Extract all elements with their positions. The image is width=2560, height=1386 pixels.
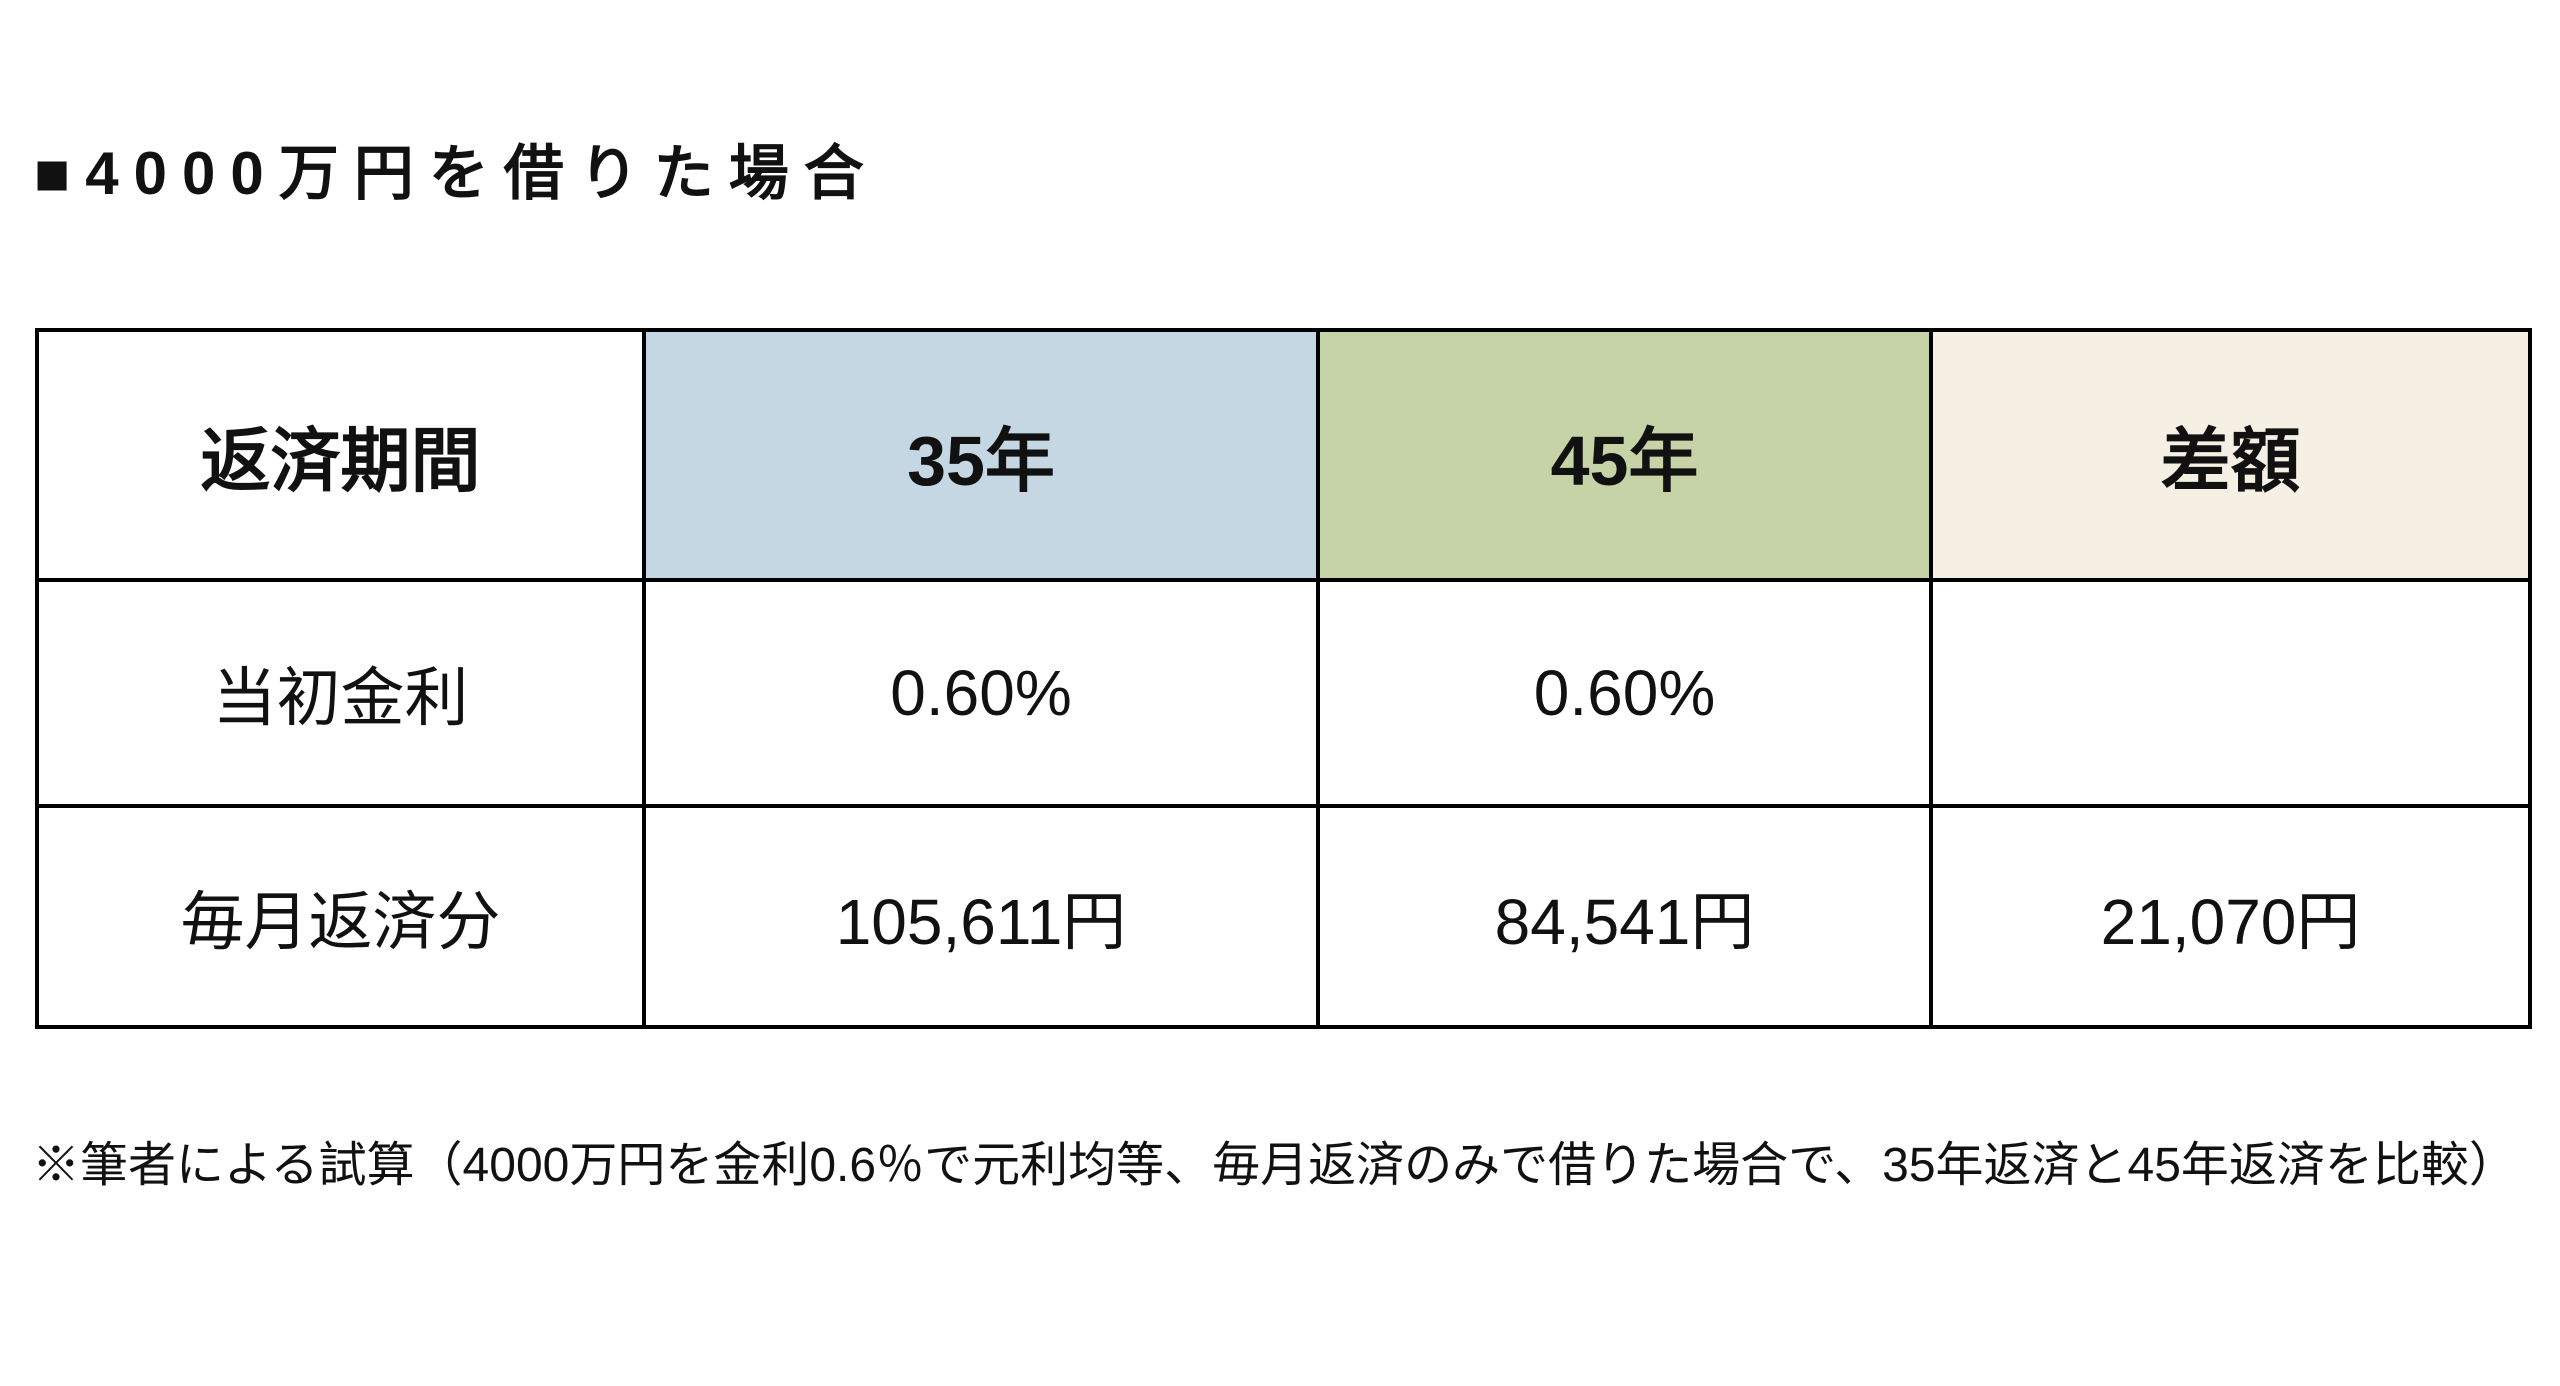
- page-title: ■4000万円を借りた場合: [34, 140, 879, 207]
- cell-initial-rate-45: 0.60%: [1316, 578, 1933, 808]
- cell-monthly-payment-35: 105,611円: [642, 804, 1320, 1029]
- header-cell-difference: 差額: [1929, 328, 2532, 582]
- row-label-monthly-payment: 毎月返済分: [35, 804, 646, 1029]
- cell-monthly-payment-diff: 21,070円: [1929, 804, 2532, 1029]
- cell-monthly-payment-45: 84,541円: [1316, 804, 1933, 1029]
- table-row-initial-rate: 当初金利 0.60% 0.60%: [35, 578, 2532, 808]
- footnote-text: ※筆者による試算（4000万円を金利0.6％で元利均等、毎月返済のみで借りた場合…: [32, 1139, 2517, 1192]
- loan-comparison-table: 返済期間 35年 45年 差額 当初金利 0.60% 0.60% 毎月返済分 1…: [35, 328, 2532, 1029]
- header-cell-repayment-period: 返済期間: [35, 328, 646, 582]
- header-cell-35-years: 35年: [642, 328, 1320, 582]
- cell-initial-rate-35: 0.60%: [642, 578, 1320, 808]
- row-label-initial-rate: 当初金利: [35, 578, 646, 808]
- header-cell-45-years: 45年: [1316, 328, 1933, 582]
- table-header-row: 返済期間 35年 45年 差額: [35, 328, 2532, 582]
- cell-initial-rate-diff: [1929, 578, 2532, 808]
- table-row-monthly-payment: 毎月返済分 105,611円 84,541円 21,070円: [35, 804, 2532, 1029]
